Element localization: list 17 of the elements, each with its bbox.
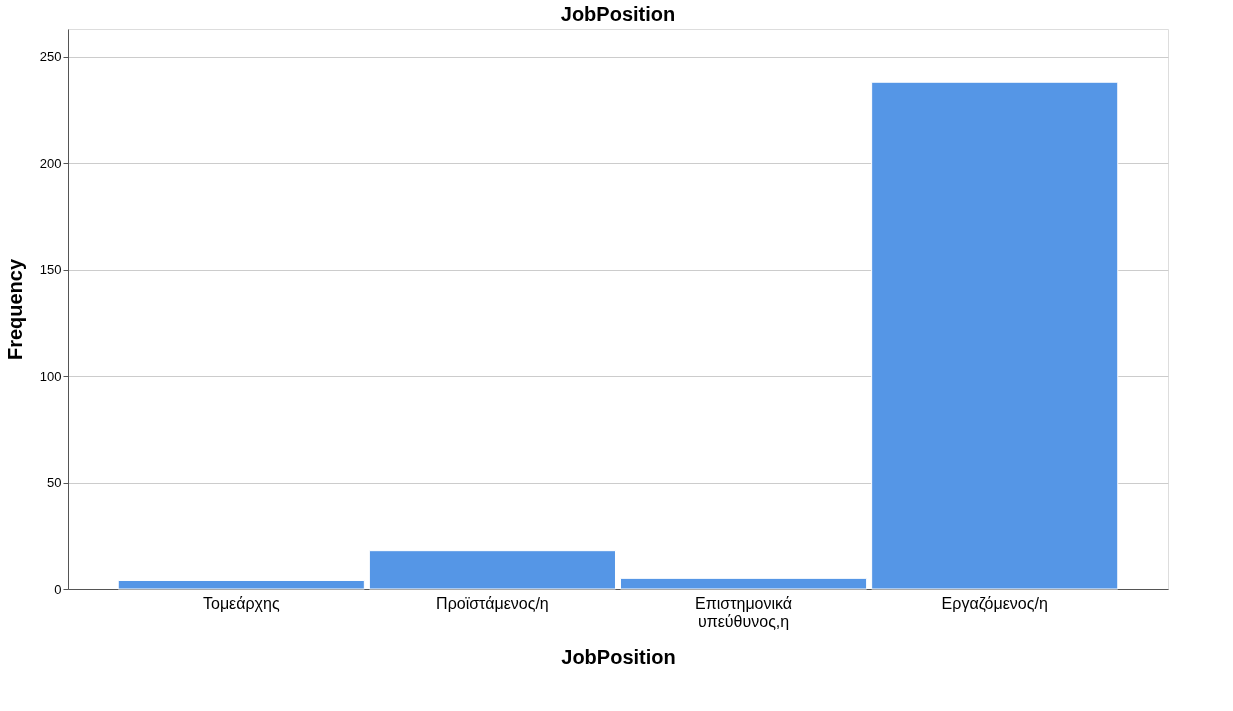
bar: [620, 577, 868, 590]
y-tick-label: 200: [39, 155, 62, 171]
y-tick-label: 250: [39, 49, 62, 65]
x-axis-title: JobPosition: [561, 645, 676, 668]
bar: [117, 579, 365, 590]
x-tick-label: Προϊστάμενος/η: [436, 594, 549, 612]
y-tick-label: 50: [47, 475, 62, 491]
chart-title: JobPosition: [560, 3, 676, 25]
y-tick-label: 100: [39, 368, 62, 384]
y-tick-label: 150: [39, 262, 62, 278]
y-axis-title: Frequency: [3, 258, 26, 361]
y-tick-label: 0: [54, 581, 62, 597]
bar: [368, 550, 616, 590]
x-tick-label: Εργαζόμενος/η: [941, 594, 1048, 613]
x-tick-label: Τομεάρχης: [202, 594, 280, 612]
bar: [871, 81, 1119, 590]
x-tick-label: Επιστημονικά υπεύθυνος,η: [695, 594, 793, 630]
